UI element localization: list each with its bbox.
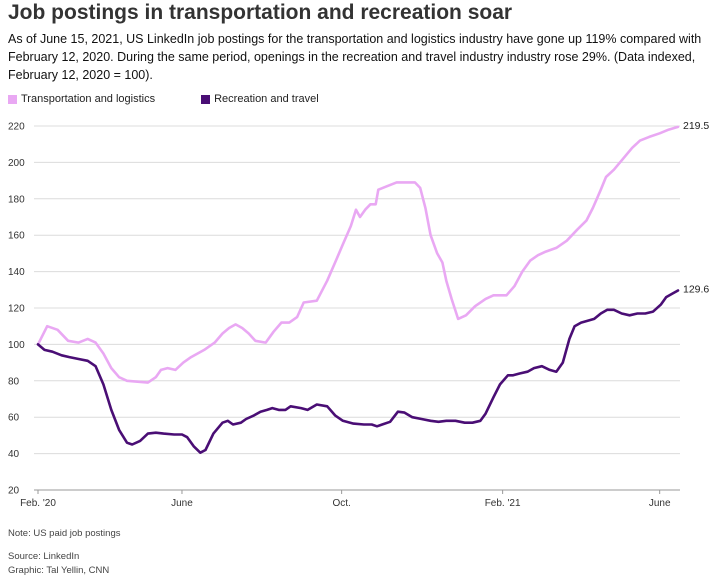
legend-label-recreation: Recreation and travel [214,93,319,105]
y-tick-label: 80 [8,376,20,387]
y-tick-label: 220 [8,122,25,133]
legend-swatch-recreation [201,94,211,104]
chart-subtitle: As of June 15, 2021, US LinkedIn job pos… [8,32,702,82]
legend-label-transportation: Transportation and logistics [21,93,156,105]
x-tick-label: Feb. '20 [20,498,56,509]
legend-swatch-transportation [8,94,17,104]
legend-item-transportation: Transportation and logistics [8,93,155,105]
end-value-label-transportation: 219.5 [683,120,709,132]
y-tick-label: 140 [8,267,25,278]
series-line-recreation [36,289,680,454]
x-tick-label: June [649,498,671,509]
chart-title: Job postings in transportation and recre… [8,1,513,24]
y-tick-label: 40 [8,449,20,460]
chart-source: Source: LinkedIn [8,551,80,562]
x-tick-label: Feb. '21 [485,498,521,509]
y-tick-label: 100 [8,340,25,351]
x-tick-label: June [171,498,193,509]
y-tick-label: 180 [8,194,25,205]
y-tick-label: 60 [8,413,20,424]
series-line-transportation [36,125,680,384]
legend: Transportation and logistics Recreation … [8,93,365,105]
y-tick-label: 160 [8,231,25,242]
x-tick-label: Oct. [332,498,350,509]
y-tick-label: 200 [8,158,25,169]
end-value-label-recreation: 129.6 [683,284,709,296]
chart-note: Note: US paid job postings [8,528,121,539]
y-tick-label: 120 [8,304,25,315]
y-tick-label: 20 [8,486,20,497]
chart-credit: Graphic: Tal Yellin, CNN [8,565,110,576]
legend-item-recreation: Recreation and travel [201,93,319,105]
